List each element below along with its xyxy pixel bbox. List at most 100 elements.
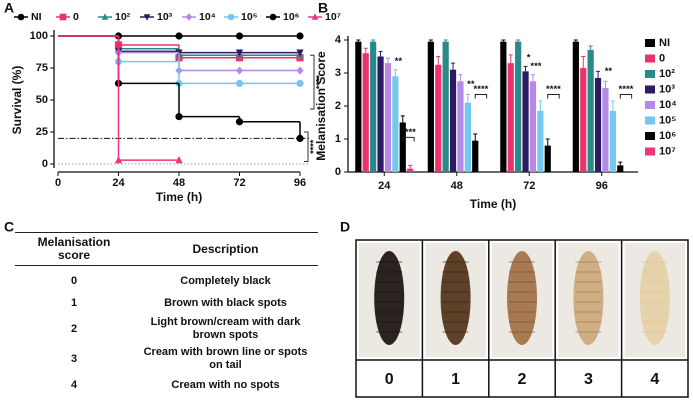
error-bar xyxy=(603,80,608,88)
larva-score: 2 xyxy=(518,371,527,388)
legend-label: 10⁷ xyxy=(325,11,341,23)
error-bar xyxy=(581,56,586,69)
legend-swatch xyxy=(645,39,655,47)
panel-label: A xyxy=(4,0,14,16)
larva xyxy=(374,251,405,345)
marker xyxy=(311,13,319,20)
marker xyxy=(175,156,183,164)
significance-label: **** xyxy=(474,84,489,95)
bar xyxy=(537,110,544,172)
marker xyxy=(235,118,244,126)
error-bar xyxy=(371,39,376,42)
bar xyxy=(522,71,529,172)
y-tick-label: 50 xyxy=(36,94,48,106)
legend-label: 10⁷ xyxy=(659,145,676,157)
score-cell: 2 xyxy=(70,322,78,335)
error-bar xyxy=(378,51,383,57)
bar xyxy=(370,41,377,173)
bar xyxy=(580,68,587,172)
error-bar xyxy=(465,93,470,103)
error-bar xyxy=(516,39,521,42)
y-tick-label: 25 xyxy=(36,126,48,138)
x-tick-label: 48 xyxy=(173,177,185,189)
bar xyxy=(617,165,624,172)
description-cell: Light brown/cream with dark brown spots xyxy=(150,316,301,341)
error-bar xyxy=(408,164,413,169)
marker xyxy=(175,32,183,40)
x-axis-title: Time (h) xyxy=(156,190,202,204)
x-tick-label: 0 xyxy=(55,177,61,189)
marker xyxy=(235,79,244,87)
legend-label: 0 xyxy=(73,11,79,23)
x-tick-label: 96 xyxy=(294,177,306,189)
significance-label: **** xyxy=(546,84,561,95)
legend-label: 10² xyxy=(659,68,675,80)
larva-score: 4 xyxy=(650,371,659,388)
significance-bracket xyxy=(474,93,488,99)
error-bar xyxy=(538,100,543,111)
error-bar xyxy=(428,39,433,42)
error-bar xyxy=(545,138,550,146)
error-bar xyxy=(596,70,601,78)
bar xyxy=(587,49,594,172)
bar xyxy=(355,41,362,173)
larva-score: 0 xyxy=(385,371,394,388)
x-tick-label: 48 xyxy=(451,180,463,192)
legend-swatch xyxy=(645,147,655,156)
marker xyxy=(235,32,244,40)
significance-label: ** xyxy=(395,56,403,67)
y-tick-label: 3 xyxy=(335,67,341,79)
bar xyxy=(442,41,449,173)
significance-bracket xyxy=(547,93,560,99)
marker xyxy=(296,79,304,87)
error-bar xyxy=(588,45,593,50)
significance-label: *** xyxy=(530,61,541,72)
bar xyxy=(515,41,522,173)
error-bar xyxy=(458,74,463,82)
y-tick-label: 4 xyxy=(335,34,342,46)
y-tick-label: 100 xyxy=(30,30,48,42)
y-axis-title: Melanisation Score xyxy=(314,51,328,161)
marker xyxy=(269,13,277,21)
legend-label: 10² xyxy=(115,11,131,23)
marker xyxy=(185,13,193,21)
significance-bracket xyxy=(402,136,415,142)
x-tick-label: 96 xyxy=(596,180,608,192)
x-tick-label: 72 xyxy=(233,177,245,189)
marker xyxy=(114,156,123,164)
legend-label: 10⁶ xyxy=(283,11,300,23)
legend-swatch xyxy=(645,101,655,109)
marker xyxy=(235,49,244,57)
marker xyxy=(296,66,304,75)
error-bar xyxy=(451,62,456,70)
larva-score: 3 xyxy=(584,371,593,388)
error-bar xyxy=(530,74,535,82)
legend-swatch xyxy=(645,116,655,125)
marker xyxy=(175,113,183,121)
legend-label: 0 xyxy=(659,52,665,64)
bar xyxy=(507,63,514,172)
error-bar xyxy=(501,39,506,42)
legend-swatch xyxy=(645,85,655,94)
legend-label: 10⁴ xyxy=(199,11,216,23)
marker xyxy=(235,66,244,75)
y-tick-label: 0 xyxy=(335,166,341,178)
bar xyxy=(377,56,384,172)
legend-label: 10⁶ xyxy=(659,130,676,142)
y-tick-label: 0 xyxy=(42,158,48,170)
y-axis-title: Survival (%) xyxy=(10,66,24,135)
table: Melanisation score Description 0 Complete… xyxy=(15,232,318,400)
legend-swatch xyxy=(645,132,655,140)
bar xyxy=(435,64,442,172)
error-bar xyxy=(436,56,441,65)
marker xyxy=(227,13,235,21)
legend-label: 10⁵ xyxy=(659,114,676,126)
marker xyxy=(101,13,109,20)
score-cell: 4 xyxy=(70,378,78,391)
panel-label: C xyxy=(4,219,14,235)
x-tick-label: 24 xyxy=(378,180,391,192)
header-cell: Melanisation score xyxy=(37,235,111,262)
marker xyxy=(296,134,304,142)
x-tick-label: 24 xyxy=(112,177,125,189)
